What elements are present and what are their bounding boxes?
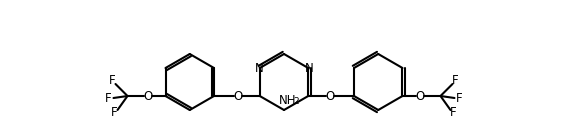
Text: N: N xyxy=(305,63,314,76)
Text: F: F xyxy=(452,74,459,88)
Text: F: F xyxy=(109,74,116,88)
Text: O: O xyxy=(233,90,242,103)
Text: O: O xyxy=(325,90,335,103)
Text: O: O xyxy=(416,90,425,103)
Text: F: F xyxy=(450,107,457,119)
Text: F: F xyxy=(105,92,112,105)
Text: O: O xyxy=(143,90,152,103)
Text: N: N xyxy=(254,63,263,76)
Text: 2: 2 xyxy=(294,97,299,107)
Text: F: F xyxy=(456,92,463,105)
Text: NH: NH xyxy=(279,93,297,107)
Text: F: F xyxy=(111,107,118,119)
